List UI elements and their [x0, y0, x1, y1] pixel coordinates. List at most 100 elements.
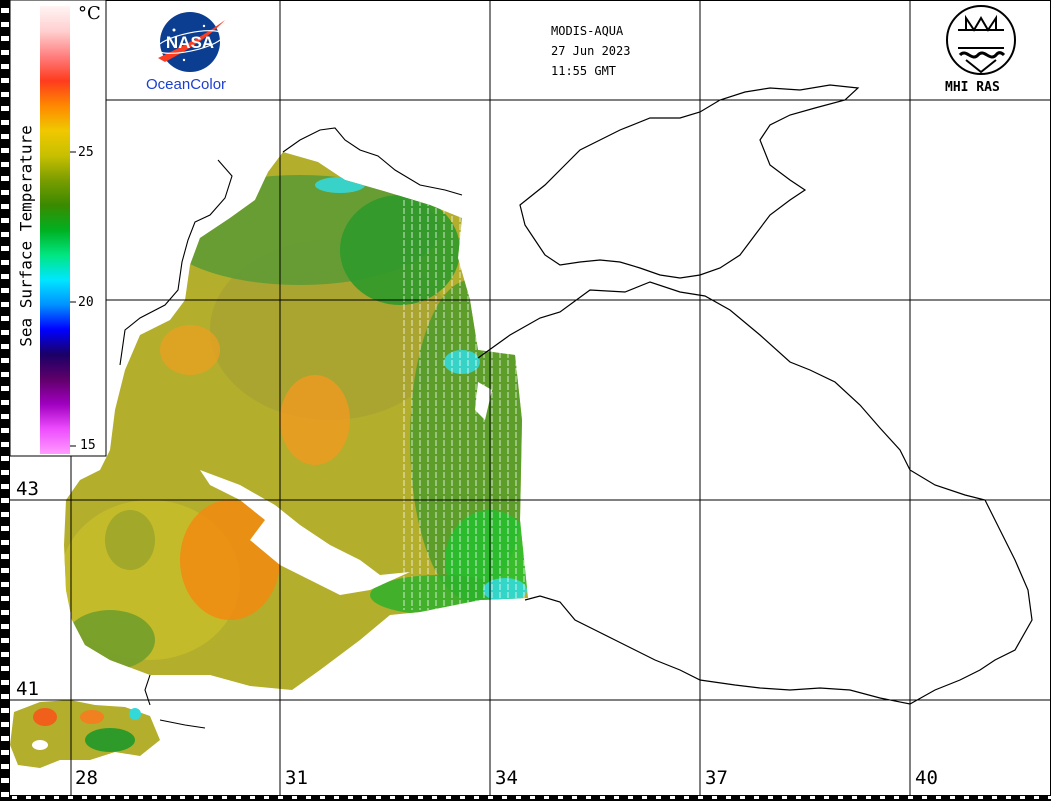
colorbar-tick-15: 15 [80, 438, 96, 453]
scale-tick [1, 694, 9, 699]
scale-tick [1, 232, 9, 237]
scale-tick [1, 736, 9, 741]
scale-tick [558, 796, 563, 799]
scale-tick [824, 796, 829, 799]
scale-tick [362, 796, 367, 799]
scale-tick [1, 722, 9, 727]
scale-tick [404, 796, 409, 799]
scale-tick [1, 22, 9, 27]
sea-of-marmara-sst [10, 700, 160, 768]
scale-tick [1, 456, 9, 461]
scale-tick [488, 796, 493, 799]
mhi-ras-logo [946, 5, 1016, 75]
scale-tick [334, 796, 339, 799]
longitude-label-37: 37 [705, 767, 728, 789]
scale-tick [908, 796, 913, 799]
scale-tick [712, 796, 717, 799]
longitude-label-34: 34 [495, 767, 518, 789]
nasa-wordmark: NASA [166, 33, 214, 52]
scale-tick [1, 274, 9, 279]
scale-tick [1, 442, 9, 447]
acquisition-date: 27 Jun 2023 [551, 44, 631, 58]
scale-tick [670, 796, 675, 799]
scale-tick [1, 302, 9, 307]
scale-tick [1, 316, 9, 321]
scale-tick [1, 414, 9, 419]
scale-tick [26, 796, 31, 799]
scale-tick [54, 796, 59, 799]
latitude-label-41: 41 [16, 678, 39, 700]
scale-tick [124, 796, 129, 799]
scale-tick [950, 796, 955, 799]
scale-tick [600, 796, 605, 799]
scale-tick [1, 540, 9, 545]
scale-tick [82, 796, 87, 799]
colorbar-tick-25: 25 [78, 145, 94, 160]
western-black-sea-sst [64, 152, 528, 690]
longitude-label-28: 28 [75, 767, 98, 789]
scale-tick [992, 796, 997, 799]
colorbar-unit: °C [78, 3, 101, 24]
scale-tick [1, 8, 9, 13]
scale-tick [796, 796, 801, 799]
satellite-name: MODIS-AQUA [551, 24, 624, 38]
scale-tick [1, 386, 9, 391]
scale-tick [838, 796, 843, 799]
scale-tick [12, 796, 17, 799]
scale-tick [1, 582, 9, 587]
scale-tick [880, 796, 885, 799]
scale-tick [628, 796, 633, 799]
scale-tick [978, 796, 983, 799]
scale-tick [1, 120, 9, 125]
scale-tick [264, 796, 269, 799]
mhi-ras-label: MHI RAS [945, 80, 1000, 95]
colorbar-title: Sea Surface Temperature [16, 125, 36, 347]
scale-tick [1, 610, 9, 615]
scale-tick [1, 652, 9, 657]
scale-tick [754, 796, 759, 799]
scale-tick [1, 64, 9, 69]
scale-tick [1, 372, 9, 377]
scale-tick [1, 624, 9, 629]
scale-tick [292, 796, 297, 799]
scale-tick [1, 190, 9, 195]
scale-tick [1, 288, 9, 293]
scale-tick [432, 796, 437, 799]
scale-tick [936, 796, 941, 799]
scale-tick [1, 568, 9, 573]
scale-tick [1, 260, 9, 265]
scale-tick [1, 330, 9, 335]
sea-of-azov-coastline [519, 84, 860, 279]
scale-tick [1048, 796, 1051, 799]
colorbar-swatch [40, 6, 70, 454]
scale-tick [166, 796, 171, 799]
latitude-label-43: 43 [16, 478, 39, 500]
scale-tick [222, 796, 227, 799]
eastern-black-sea-coastline [477, 281, 1033, 705]
scale-tick [1, 512, 9, 517]
scale-tick [1, 36, 9, 41]
scale-tick [1, 470, 9, 475]
scale-tick [1, 708, 9, 713]
acquisition-time: 11:55 GMT [551, 64, 617, 78]
scale-tick [1, 176, 9, 181]
scale-tick [1, 50, 9, 55]
scale-tick [1, 596, 9, 601]
scale-tick [544, 796, 549, 799]
scale-tick [1, 484, 9, 489]
scale-tick [418, 796, 423, 799]
scale-tick [572, 796, 577, 799]
scale-tick [656, 796, 661, 799]
scale-tick [208, 796, 213, 799]
scale-tick [110, 796, 115, 799]
scale-tick [1, 358, 9, 363]
scale-tick [516, 796, 521, 799]
scale-tick [1, 792, 9, 797]
scale-tick [768, 796, 773, 799]
scale-tick [1, 428, 9, 433]
scale-tick [250, 796, 255, 799]
oceancolor-label: OceanColor [146, 76, 227, 93]
scale-tick [740, 796, 745, 799]
scale-tick [1, 764, 9, 769]
scale-tick [1, 218, 9, 223]
